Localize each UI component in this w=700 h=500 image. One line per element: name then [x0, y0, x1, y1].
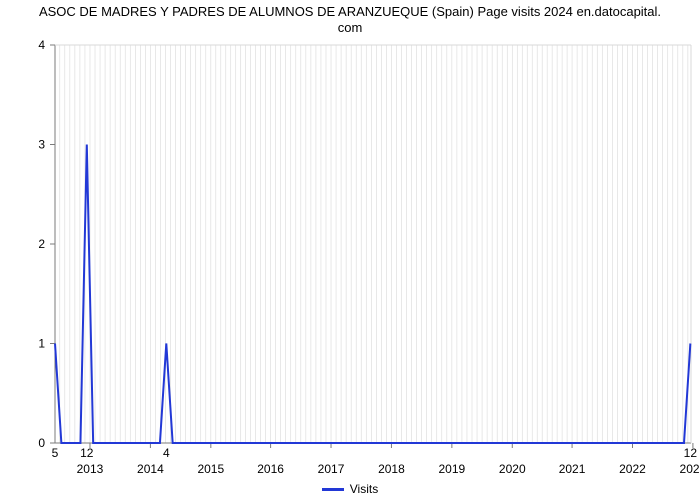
x-year-label: 2016 [257, 462, 284, 476]
legend-swatch [322, 488, 344, 491]
x-peak-label: 5 [52, 446, 59, 460]
y-tick-label: 4 [38, 38, 45, 52]
y-tick-label: 1 [38, 337, 45, 351]
chart-legend: Visits [0, 480, 700, 497]
x-year-label: 2015 [197, 462, 224, 476]
x-peak-label: 12 [80, 446, 94, 460]
x-year-label: 2013 [77, 462, 104, 476]
x-year-label: 2018 [378, 462, 405, 476]
x-year-label: 2021 [559, 462, 586, 476]
legend-item-visits: Visits [322, 482, 378, 496]
x-year-label: 2020 [499, 462, 526, 476]
y-tick-label: 3 [38, 138, 45, 152]
x-peak-label: 12 [684, 446, 698, 460]
x-year-label: 2014 [137, 462, 164, 476]
legend-label: Visits [350, 482, 378, 496]
x-year-label: 2019 [439, 462, 466, 476]
x-year-label: 2017 [318, 462, 345, 476]
x-year-label: 2023 [680, 462, 700, 476]
chart-container: { "chart": { "type": "line", "title_line… [0, 0, 700, 500]
x-peak-label: 4 [163, 446, 170, 460]
y-tick-label: 0 [38, 436, 45, 450]
y-tick-label: 2 [38, 237, 45, 251]
chart-plot: 0123420132014201520162017201820192020202… [0, 0, 700, 500]
x-year-label: 2022 [619, 462, 646, 476]
